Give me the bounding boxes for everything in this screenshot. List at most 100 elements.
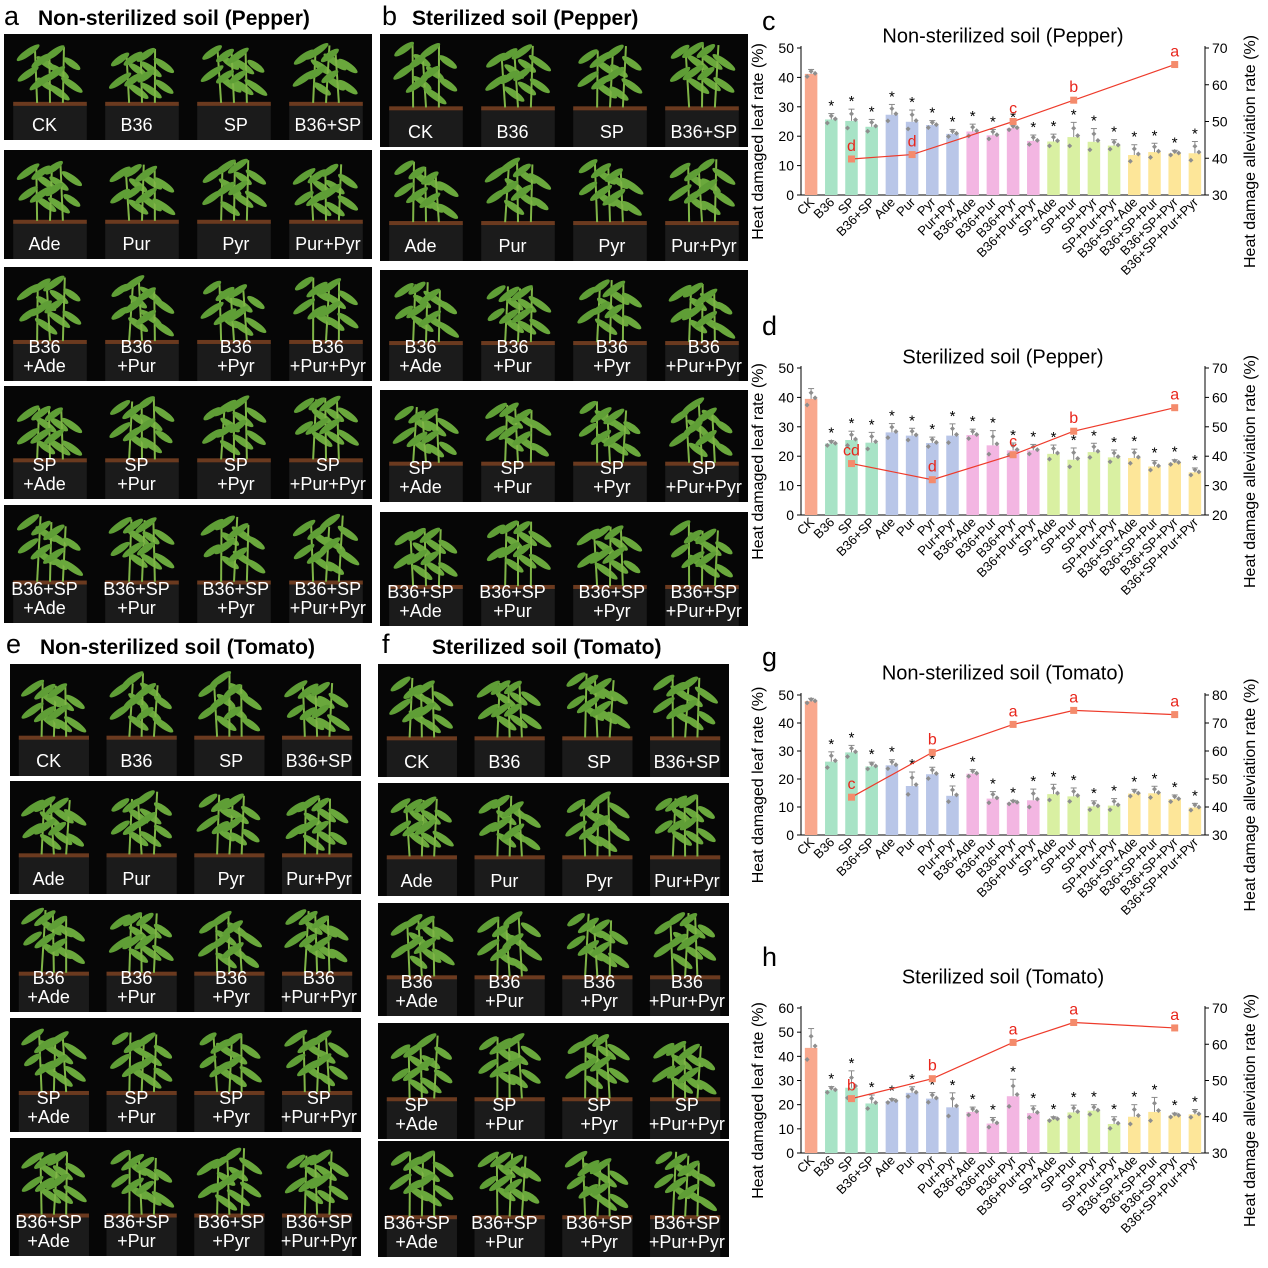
alleviation-marker <box>1070 96 1078 104</box>
leaf <box>437 203 459 219</box>
leaf <box>421 925 441 940</box>
leaf <box>681 551 705 569</box>
leaf <box>318 278 342 295</box>
leaf <box>284 930 308 948</box>
leaf <box>298 910 318 926</box>
leaf <box>153 1168 173 1183</box>
leaf <box>152 944 174 961</box>
leaf <box>338 79 358 95</box>
leaf <box>139 831 162 847</box>
treatment-caption: Pyr <box>217 869 245 889</box>
soil <box>386 1215 457 1220</box>
leaf <box>228 284 248 299</box>
significance-mark: * <box>1030 428 1036 445</box>
leaf <box>671 808 692 824</box>
significance-mark: * <box>970 108 976 125</box>
plant-group <box>650 912 721 1016</box>
leaf <box>34 910 56 927</box>
leaf <box>697 158 715 172</box>
stem <box>596 804 600 857</box>
leaf <box>309 1030 332 1047</box>
leaf <box>585 1075 603 1090</box>
leaf <box>336 548 360 566</box>
significance-mark: * <box>1192 787 1198 804</box>
leaf <box>529 318 551 335</box>
treatment-caption: SP <box>599 122 624 142</box>
data-point <box>1014 125 1020 131</box>
plant-group <box>105 47 179 140</box>
leaf <box>594 562 618 580</box>
soil <box>573 106 647 111</box>
significance-mark: * <box>929 421 935 438</box>
leaf <box>589 184 613 202</box>
leaf <box>603 66 625 83</box>
leaf <box>694 407 717 424</box>
data-point <box>1067 143 1073 149</box>
leaf <box>566 695 586 710</box>
bar <box>905 121 919 195</box>
plant-group <box>13 160 87 259</box>
leaf <box>490 945 512 962</box>
y2-tick-label: 50 <box>1212 419 1228 435</box>
leaf <box>486 285 506 300</box>
data-point <box>1071 788 1077 794</box>
leaf <box>196 814 220 832</box>
leaf <box>202 428 223 444</box>
leaf <box>121 1153 145 1171</box>
data-point <box>929 436 935 442</box>
leaf <box>579 400 597 414</box>
leaf <box>491 794 510 809</box>
data-point <box>1030 791 1036 797</box>
plant-group <box>282 909 353 1012</box>
bar <box>1047 1119 1060 1153</box>
plant-group <box>282 680 353 776</box>
data-point <box>893 111 899 117</box>
bar <box>825 1090 838 1153</box>
bar <box>1128 155 1141 195</box>
plant-group <box>665 397 739 502</box>
soil <box>665 341 739 346</box>
pot <box>282 855 353 894</box>
alleviation-marker <box>1171 404 1179 412</box>
data-point <box>929 119 935 125</box>
leaf <box>502 933 524 949</box>
leaf <box>45 797 69 815</box>
leaf <box>679 794 698 809</box>
leaf <box>589 678 612 695</box>
y2-tick-label: 50 <box>1212 771 1228 787</box>
significance-mark: * <box>1111 434 1117 451</box>
leaf <box>412 417 432 432</box>
panel-label-f: f <box>382 629 390 659</box>
bar <box>1128 457 1141 515</box>
leaf <box>311 797 330 812</box>
treatment-caption: SP +Pur+Pyr <box>648 1095 725 1134</box>
data-point <box>913 118 919 124</box>
panel-title-a: Non-sterilized soil (Pepper) <box>38 7 310 30</box>
pot <box>13 460 87 499</box>
leaf <box>318 301 341 318</box>
soil <box>106 735 177 740</box>
stem <box>241 285 248 342</box>
leaf <box>477 704 499 720</box>
y-tick-label: 20 <box>778 128 794 144</box>
leaf <box>292 69 316 87</box>
plant-photo <box>13 275 363 381</box>
plant-group <box>289 276 363 381</box>
data-point <box>824 442 830 448</box>
stem <box>529 410 533 463</box>
soil <box>386 975 457 980</box>
leaf <box>577 940 600 956</box>
plant-group <box>573 44 647 147</box>
chart-title: Non-sterilized soil (Tomato) <box>882 662 1124 684</box>
treatment-caption: SP +Pur+Pyr <box>280 1088 357 1127</box>
soil <box>13 219 87 224</box>
treatment-caption: Pyr <box>585 871 613 891</box>
bar <box>1087 452 1101 515</box>
leaf <box>566 935 586 950</box>
y-tick-label: 30 <box>778 99 794 115</box>
leaf <box>394 182 415 198</box>
data-point <box>832 440 838 446</box>
leaf <box>653 1042 675 1059</box>
data-point <box>1131 1107 1137 1112</box>
panel-title-f: Sterilized soil (Tomato) <box>432 636 662 659</box>
